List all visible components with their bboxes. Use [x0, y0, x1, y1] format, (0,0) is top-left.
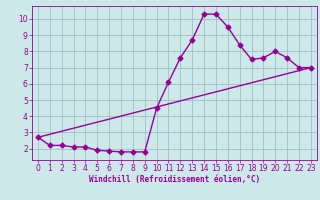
X-axis label: Windchill (Refroidissement éolien,°C): Windchill (Refroidissement éolien,°C)	[89, 175, 260, 184]
